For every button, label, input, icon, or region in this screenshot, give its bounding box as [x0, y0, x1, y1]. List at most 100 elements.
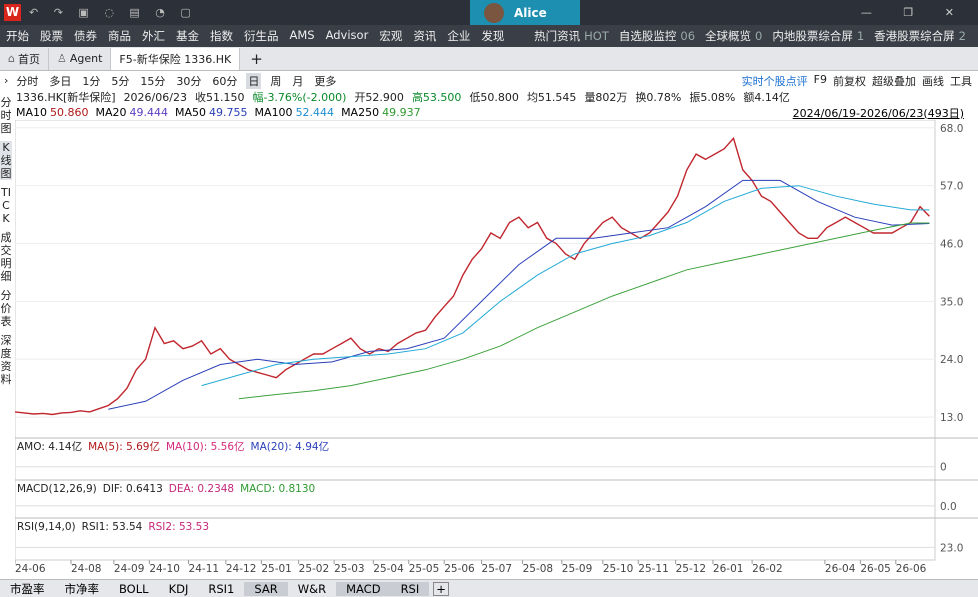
menu-item[interactable]: Advisor: [325, 28, 369, 42]
x-tick-label: 24-10: [149, 563, 180, 575]
panel-label: RSI1: 53.54: [82, 521, 143, 533]
tab-label: Agent: [69, 52, 103, 65]
x-tick-label: 26-04: [825, 563, 856, 575]
icons: ↶ ↷ ▣ ◌ ▤ ◔ ▢: [29, 6, 197, 19]
tool[interactable]: 前复权: [833, 74, 866, 88]
menu-item[interactable]: 宏观: [379, 29, 403, 43]
menu-item[interactable]: 基金: [176, 29, 199, 43]
menu-item[interactable]: 企业: [447, 29, 471, 43]
x-tick-label: 25-11: [638, 563, 669, 575]
period[interactable]: 15分: [140, 74, 166, 88]
menu-badge: 06: [680, 29, 696, 43]
tab-icon: ♙: [56, 52, 67, 65]
quote-item: 换0.78%: [635, 91, 682, 104]
x-tick-label: 24-09: [114, 563, 145, 575]
ma-name: MA50: [175, 106, 207, 119]
panel-label: MACD(12,26,9): [17, 483, 97, 495]
indicator-tab[interactable]: W&R: [297, 581, 327, 596]
side-tab[interactable]: K线图: [0, 141, 12, 180]
period[interactable]: 60分: [212, 74, 238, 88]
menu-item[interactable]: 债券: [74, 29, 97, 43]
new-tab[interactable]: +: [250, 49, 263, 68]
ma-value: 50.860: [50, 106, 89, 119]
period[interactable]: 30分: [176, 74, 202, 88]
indicator-tab[interactable]: KDJ: [168, 581, 189, 596]
menu-item[interactable]: 衍生品: [244, 29, 279, 43]
indicator-tab[interactable]: 市净率: [64, 581, 100, 596]
indicator-tab[interactable]: SAR: [244, 581, 288, 596]
tab[interactable]: ⌂ 首页: [0, 47, 49, 70]
y-tick-label: 24.0: [940, 354, 963, 366]
tool[interactable]: 超级叠加: [872, 74, 916, 88]
menu-item[interactable]: AMS: [289, 28, 315, 42]
x-tick-label: 26-01: [713, 563, 744, 575]
period[interactable]: 日: [246, 72, 262, 89]
window-controls[interactable]: — ❐ ✕: [860, 6, 968, 19]
x-tick-label: 24-06: [15, 563, 46, 575]
x-tick-label: 26-05: [860, 563, 891, 575]
indicator-tab[interactable]: BOLL: [119, 581, 149, 596]
menu-right-item[interactable]: 内地股票综合屏 1: [772, 28, 864, 44]
tool[interactable]: F9: [813, 72, 827, 86]
tool[interactable]: 画线: [922, 74, 944, 88]
period[interactable]: 1分: [82, 74, 101, 88]
menu-item[interactable]: 外汇: [142, 29, 165, 43]
y-tick-label: 35.0: [940, 296, 963, 308]
tab-icon: ⌂: [8, 52, 15, 65]
period[interactable]: 多日: [49, 74, 72, 88]
period[interactable]: 分时: [16, 74, 39, 88]
side-tab[interactable]: 分时图: [0, 96, 12, 135]
side-tab[interactable]: TICK: [1, 186, 11, 225]
indicator-tab[interactable]: MACD: [336, 581, 391, 596]
indicator-tab[interactable]: RSI1: [208, 581, 235, 596]
quote-item: 1336.HK[新华保险]: [16, 91, 116, 104]
menu-right-item[interactable]: 热门资讯 HOT: [534, 28, 609, 44]
x-tick-label: 24-11: [189, 563, 220, 575]
menu-item[interactable]: 商品: [108, 29, 131, 43]
period[interactable]: 5分: [111, 74, 130, 88]
tool[interactable]: 工具: [950, 74, 972, 88]
side-tab[interactable]: 成交明细: [0, 231, 12, 283]
side-tab[interactable]: 分价表: [0, 289, 12, 328]
user-name: Alice: [514, 5, 547, 20]
panel-label: DIF: 0.6413: [103, 483, 163, 495]
menu-item[interactable]: 资讯: [413, 29, 437, 43]
x-tick-label: 26-02: [752, 563, 783, 575]
indicator-tab[interactable]: 市盈率: [10, 581, 45, 596]
tab[interactable]: F5-新华保险 1336.HK: [111, 47, 241, 70]
panel-label: RSI(9,14,0): [17, 521, 76, 533]
menu-item[interactable]: 开始: [6, 29, 29, 43]
quote-item: 幅-3.76%(-2.000): [252, 91, 347, 104]
period[interactable]: 月: [292, 74, 304, 88]
quote-item: 额4.14亿: [743, 91, 790, 104]
menu-right-item[interactable]: 自选股监控 06: [619, 28, 695, 44]
user-badge[interactable]: Alice: [470, 0, 580, 25]
menu-right-item[interactable]: 全球概览 0: [705, 28, 762, 44]
menu-item[interactable]: 发现: [481, 29, 505, 43]
x-tick-label: 25-05: [409, 563, 440, 575]
quote-row: 1336.HK[新华保险] 2026/06/23 收51.150 幅-3.76%(-2…: [0, 89, 978, 105]
panel-label: MA(10): 5.56亿: [166, 440, 245, 453]
indicator-tab[interactable]: RSI: [390, 581, 430, 596]
logo[interactable]: W: [4, 4, 21, 21]
tool[interactable]: 实时个股点评: [741, 74, 808, 88]
panel-label: RSI2: 53.53: [148, 521, 209, 533]
tab[interactable]: ♙ Agent: [49, 47, 112, 70]
panel-label: MA(20): 4.94亿: [251, 440, 330, 453]
add-indicator[interactable]: +: [433, 581, 449, 596]
period[interactable]: 周: [270, 74, 282, 88]
quote-item: 低50.800: [469, 91, 519, 104]
ma-value: 52.444: [295, 106, 335, 119]
side-tab[interactable]: 深度资料: [0, 334, 12, 386]
title-bar: W ↶ ↷ ▣ ◌ ▤ ◔ ▢ Alice — ❐ ✕: [0, 0, 978, 25]
period[interactable]: 更多: [314, 74, 337, 88]
quote-item: 振5.08%: [689, 91, 736, 104]
menu-item[interactable]: 股票: [40, 29, 63, 43]
menu-right-item[interactable]: 香港股票综合屏 2: [874, 28, 966, 44]
x-tick-label: 25-12: [676, 563, 707, 575]
x-tick-label: 25-02: [299, 563, 330, 575]
menu-item[interactable]: 指数: [210, 29, 233, 43]
series-line: [238, 222, 930, 400]
date-range: 2024/06/19-2026/06/23(493日): [792, 106, 964, 120]
